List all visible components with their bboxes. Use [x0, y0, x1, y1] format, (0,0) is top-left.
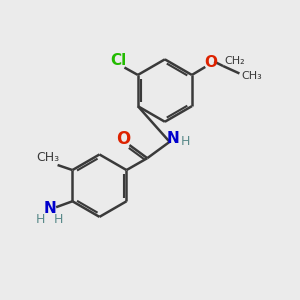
Text: H: H — [54, 213, 63, 226]
Text: Cl: Cl — [110, 52, 127, 68]
Text: O: O — [116, 130, 131, 148]
Text: O: O — [204, 55, 217, 70]
Text: CH₂: CH₂ — [225, 56, 245, 66]
Text: H: H — [36, 213, 45, 226]
Text: N: N — [44, 201, 56, 216]
Text: H: H — [180, 135, 190, 148]
Text: CH₃: CH₃ — [36, 151, 59, 164]
Text: N: N — [167, 131, 179, 146]
Text: CH₃: CH₃ — [242, 71, 262, 81]
